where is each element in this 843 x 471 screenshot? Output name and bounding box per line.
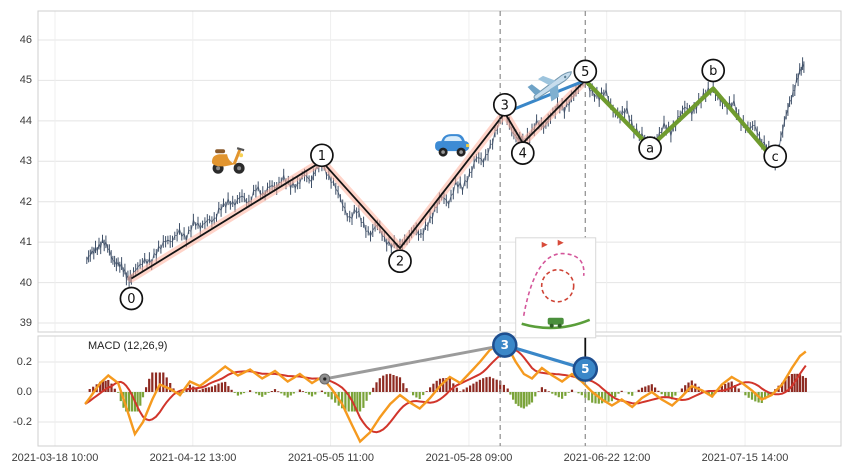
wave-marker-label-b: b [709, 64, 717, 79]
price-ytick-46: 46 [19, 34, 32, 46]
impulse-wave-line [130, 79, 586, 280]
macd-plot [84, 342, 807, 444]
x-tick-4: 2021-06-22 12:00 [563, 452, 651, 464]
wave-marker-label-0: 0 [127, 292, 135, 307]
macd-ytick-pos: 0.2 [16, 356, 32, 368]
wave-marker-0: 0 [119, 286, 144, 311]
gridlines [38, 11, 841, 446]
price-ytick-42: 42 [19, 196, 32, 208]
divergence-start-dot-center [323, 377, 327, 381]
macd-marker-label-5: 5 [581, 362, 589, 376]
x-tick-2: 2021-05-05 11:00 [287, 452, 375, 464]
roller-coaster-icon [515, 237, 597, 339]
macd-ytick-neg: -0.2 [13, 416, 32, 428]
wave-marker-3: 3 [492, 92, 517, 117]
x-tick-5: 2021-07-15 14:00 [701, 452, 789, 464]
divergence-line-blue [504, 343, 586, 371]
wave-marker-label-2: 2 [396, 255, 404, 270]
scooter-icon [211, 147, 245, 174]
macd-marker-3: 3 [492, 332, 518, 358]
x-tick-3: 2021-05-28 09:00 [425, 452, 513, 464]
wave-marker-2: 2 [388, 249, 412, 274]
x-tick-1: 2021-04-12 13:00 [149, 452, 237, 464]
wave-marker-4: 4 [510, 141, 535, 165]
price-series [86, 57, 805, 287]
wave-marker-a: a [638, 136, 662, 160]
corrective-wave-line [583, 78, 777, 163]
car-icon [435, 134, 470, 157]
trendline-3-5 [504, 79, 586, 115]
wave-marker-5: 5 [573, 59, 598, 84]
wave-marker-b: b [701, 58, 726, 83]
wave-marker-label-a: a [646, 142, 654, 157]
wave-marker-label-5: 5 [581, 65, 589, 80]
price-ytick-44: 44 [19, 115, 32, 127]
divergence-line-gray [324, 343, 506, 381]
price-ytick-45: 45 [19, 74, 32, 86]
wave-marker-label-c: c [772, 150, 779, 165]
wave-marker-1: 1 [310, 143, 334, 168]
airplane-icon [527, 71, 572, 102]
wave-marker-label-1: 1 [318, 149, 326, 164]
macd-ytick-zero: 0.0 [16, 386, 32, 398]
x-tick-0: 2021-03-18 10:00 [11, 452, 99, 464]
macd-indicator-label: MACD (12,26,9) [88, 340, 168, 352]
signal-line [84, 348, 807, 434]
wave-marker-label-3: 3 [501, 98, 509, 113]
macd-marker-5: 5 [572, 356, 599, 382]
price-panel-border [37, 10, 842, 333]
price-ytick-40: 40 [19, 277, 32, 289]
wave-marker-label-4: 4 [519, 147, 527, 162]
macd-panel-border [37, 335, 842, 447]
price-ytick-41: 41 [19, 236, 32, 248]
macd-line [84, 342, 807, 444]
price-ytick-39: 39 [19, 317, 32, 329]
macd-marker-label-3: 3 [501, 338, 509, 352]
price-line [86, 62, 805, 282]
price-ytick-43: 43 [19, 155, 32, 167]
wave-marker-c: c [763, 144, 788, 169]
